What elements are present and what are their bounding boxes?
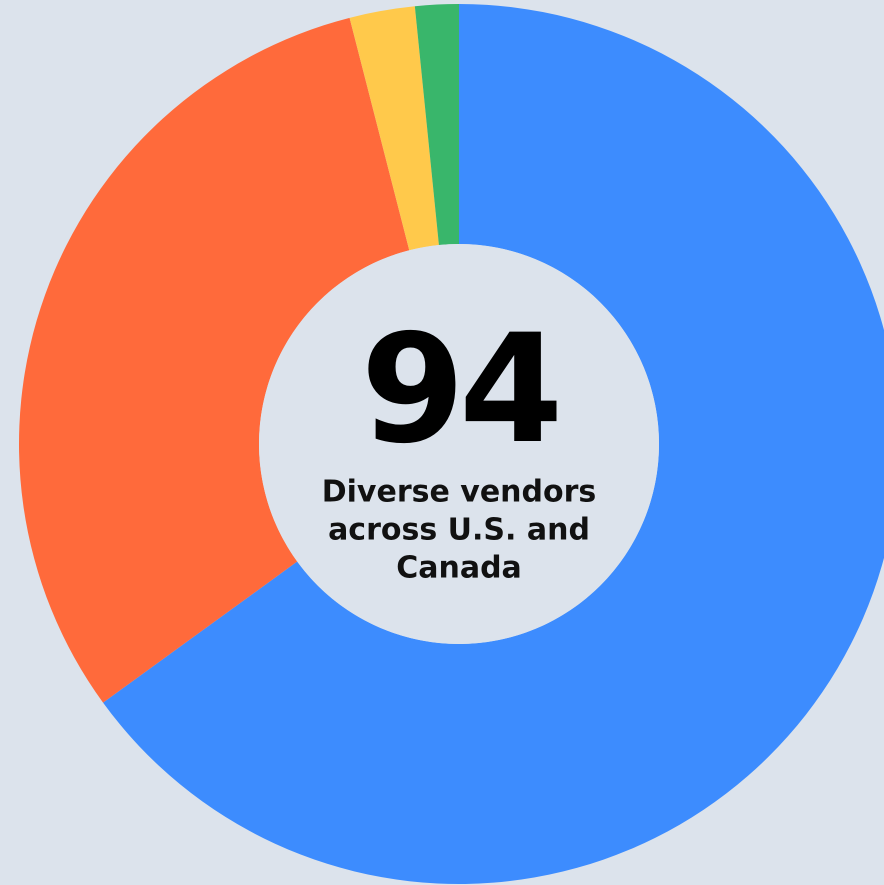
slice xyxy=(103,4,884,884)
slice xyxy=(414,4,459,246)
center-text-line: Canada xyxy=(396,551,522,586)
center-text-line: Diverse vendors xyxy=(322,475,597,510)
center-value: 94 xyxy=(361,303,558,477)
slices xyxy=(18,4,884,884)
slice xyxy=(349,6,439,251)
center-text-line: across U.S. and xyxy=(328,513,590,548)
slice xyxy=(18,17,410,703)
donut-hole xyxy=(259,244,659,644)
